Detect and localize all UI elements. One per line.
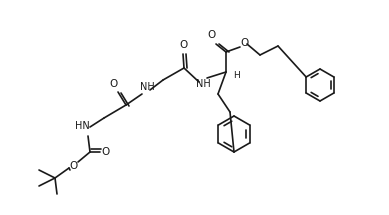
Text: O: O <box>102 147 110 157</box>
Text: O: O <box>70 161 78 171</box>
Text: O: O <box>241 38 249 48</box>
Text: NH: NH <box>196 79 210 89</box>
Text: O: O <box>208 30 216 40</box>
Text: O: O <box>110 79 118 89</box>
Text: O: O <box>180 40 188 50</box>
Text: HN: HN <box>75 121 89 131</box>
Text: H: H <box>234 72 240 80</box>
Text: NH: NH <box>140 82 154 92</box>
